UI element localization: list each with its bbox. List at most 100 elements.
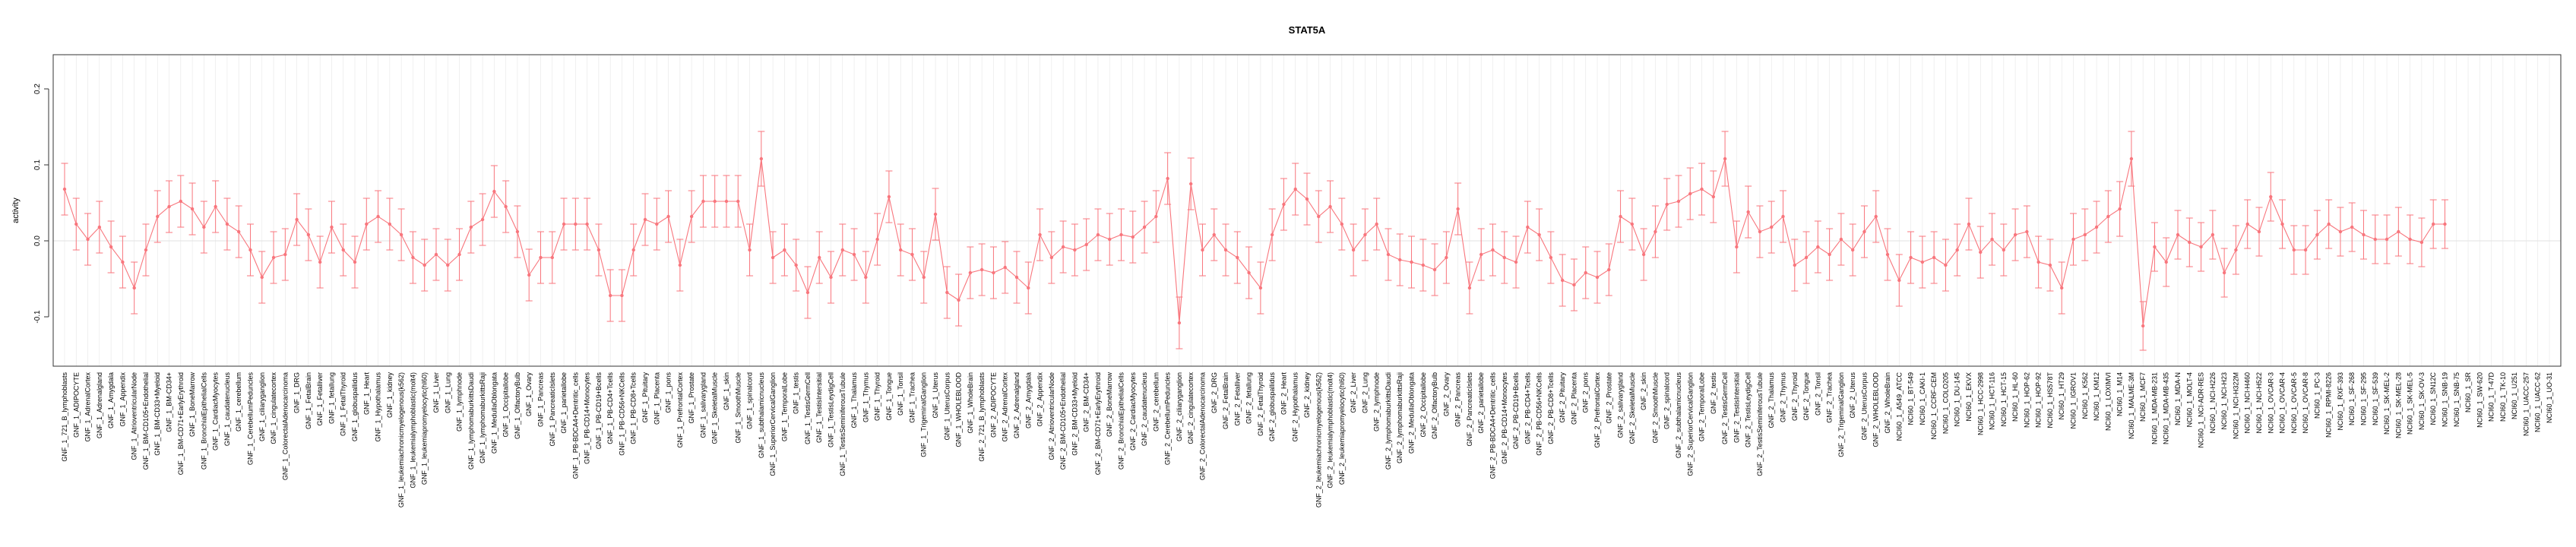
data-point bbox=[1363, 232, 1367, 237]
x-tick-label: GNF_1_Appendix bbox=[119, 372, 126, 427]
x-tick-label: GNF_1_PB-BDCA4+Dentritic_cells bbox=[571, 372, 579, 479]
data-point bbox=[271, 255, 276, 260]
x-tick-label: GNF_2_Occipitallobe bbox=[1419, 372, 1427, 438]
x-tick-label: GNF_1_BoneMarrow bbox=[188, 372, 196, 438]
x-tick-label: GNF_2_skin bbox=[1640, 372, 1647, 410]
data-point bbox=[608, 293, 612, 298]
data-point bbox=[2118, 207, 2122, 211]
data-point bbox=[2443, 222, 2447, 226]
x-tick-label: NCI60_1_SR bbox=[2464, 372, 2472, 413]
data-point bbox=[1909, 255, 1913, 260]
x-tick-label: NCI60_1_A549_ATCC bbox=[1895, 372, 1903, 441]
data-point bbox=[318, 260, 322, 264]
x-tick-label: GNF_2_OlfactoryBulb bbox=[1431, 372, 1438, 439]
data-point bbox=[376, 214, 380, 219]
x-tick-label: GNF_1_721_B_lymphoblasts bbox=[61, 372, 68, 462]
x-tick-label: GNF_1_skin bbox=[723, 372, 730, 410]
data-point bbox=[840, 248, 844, 252]
x-tick-label: GNF_1_pons bbox=[665, 372, 672, 413]
x-tick-label: GNF_1_ADIPOCYTE bbox=[72, 372, 80, 438]
data-point bbox=[2013, 232, 2017, 237]
x-tick-label: GNF_1_Adrenalgland bbox=[96, 372, 103, 438]
x-tick-label: NCI60_1_UACC-62 bbox=[2534, 372, 2542, 432]
y-tick-label: -0.1 bbox=[33, 310, 42, 324]
data-point bbox=[1990, 237, 1994, 242]
data-point bbox=[2210, 232, 2215, 237]
data-point bbox=[713, 199, 717, 204]
x-tick-label: GNF_2_ADIPOCYTE bbox=[989, 372, 997, 438]
x-tick-label: GNF_2_ColorectalAdenocarcinoma bbox=[1198, 372, 1206, 480]
x-tick-label: NCI60_1_HS578T bbox=[2046, 372, 2054, 428]
x-tick-label: GNF_1_FetalBrain bbox=[305, 372, 312, 429]
x-tick-label: GNF_2_Thalamus bbox=[1767, 372, 1775, 428]
x-tick-label: GNF_2_PB-CD56+NKCells bbox=[1536, 372, 1543, 456]
x-tick-label: NCI60_1_HCT-15 bbox=[2000, 372, 2008, 427]
x-tick-label: NCI60_1_TK-10 bbox=[2499, 372, 2507, 422]
x-tick-label: NCI60_1_HCT-116 bbox=[1989, 372, 1996, 430]
x-tick-label: GNF_2_Thymus bbox=[1779, 372, 1786, 423]
x-tick-label: GNF_1_subthalamicnucleus bbox=[758, 372, 765, 459]
data-point bbox=[666, 214, 670, 219]
data-point bbox=[2106, 214, 2110, 219]
data-point bbox=[1270, 232, 1274, 237]
x-tick-label: GNF_1_caudatenucleus bbox=[223, 372, 231, 447]
x-tick-label: NCI60_1_SF-295 bbox=[2360, 372, 2368, 425]
data-point bbox=[1572, 283, 1576, 287]
data-point bbox=[62, 187, 67, 191]
data-point bbox=[2315, 232, 2319, 237]
x-tick-label: GNF_2_BM-CD34+ bbox=[1083, 372, 1090, 432]
x-tick-label: NCI60_1_NCI-H226 bbox=[2209, 372, 2217, 434]
x-tick-label: GNF_2_leukemiapromyelocytic(hl60) bbox=[1338, 372, 1346, 485]
x-tick-label: GNF_2_BM-CD71+EarlyErythroid bbox=[1094, 372, 1102, 475]
data-point bbox=[1305, 197, 1309, 201]
x-tick-label: NCI60_1_MOLT-4 bbox=[2185, 372, 2193, 427]
data-point bbox=[979, 267, 984, 272]
x-tick-label: GNF_2_TrigeminalGanglion bbox=[1837, 372, 1845, 457]
data-point bbox=[411, 255, 415, 260]
x-tick-label: GNF_1_leukemiapromyelocytic(hl60) bbox=[421, 372, 429, 485]
data-point bbox=[446, 263, 450, 267]
x-axis: GNF_1_721_B_lymphoblasts GNF_1_ADIPOCYTE G… bbox=[61, 372, 2553, 508]
x-tick-label: NCI60_1_NCI-H23 bbox=[2220, 372, 2228, 430]
x-tick-label: GNF_2_pons bbox=[1582, 372, 1590, 413]
data-point bbox=[1874, 214, 1878, 219]
data-point bbox=[1119, 232, 1123, 237]
x-tick-label: NCI60_1_SK-OV-3 bbox=[2418, 372, 2426, 430]
data-point bbox=[945, 290, 949, 295]
x-tick-label: GNF_2_Pituitary bbox=[1559, 372, 1566, 423]
x-tick-label: GNF_1_PancreaticIslets bbox=[549, 372, 556, 447]
data-point bbox=[1386, 252, 1391, 257]
data-point bbox=[574, 222, 578, 226]
x-tick-label: GNF_2_PB-CD4+Tcells bbox=[1524, 372, 1531, 444]
x-tick-label: GNF_1_Trachea bbox=[908, 372, 916, 423]
x-tick-label: NCI60_1_OVCAR-4 bbox=[2279, 372, 2286, 434]
data-point bbox=[388, 222, 392, 226]
x-tick-label: GNF_1_TestisLeydigCell bbox=[828, 372, 835, 447]
x-tick-label: NCI60_1_DU-145 bbox=[1954, 372, 1961, 427]
x-tick-label: NCI60_1_KM12 bbox=[2093, 372, 2100, 421]
x-tick-label: GNF_2_Prostate bbox=[1605, 372, 1612, 424]
x-tick-label: NCI60_1_UACC-257 bbox=[2522, 372, 2530, 436]
x-tick-label: GNF_1_SuperiorCervicalGanglion bbox=[769, 372, 777, 476]
x-tick-label: GNF_2_caudatenucleus bbox=[1141, 372, 1148, 447]
x-tick-label: GNF_1_lymphnode bbox=[456, 372, 464, 432]
x-tick-label: GNF_1_Thymus bbox=[862, 372, 869, 423]
data-point bbox=[957, 298, 960, 302]
data-point bbox=[794, 263, 798, 267]
data-point bbox=[2234, 248, 2238, 252]
x-tick-label: GNF_2_Pancreas bbox=[1454, 372, 1462, 428]
x-tick-label: GNF_1_TemporalLobe bbox=[780, 372, 788, 441]
data-point bbox=[1003, 265, 1007, 270]
x-tick-label: GNF_2_TemporalLobe bbox=[1698, 372, 1706, 441]
x-tick-label: GNF_2_subthalamicnucleus bbox=[1675, 372, 1682, 459]
x-tick-label: GNF_2_WHOLEBLOOD bbox=[1872, 372, 1880, 447]
x-tick-label: GNF_1_PB-CD56+NKCells bbox=[618, 372, 625, 456]
x-tick-label: GNF_1_Lung bbox=[444, 372, 451, 413]
data-point bbox=[1351, 248, 1356, 252]
data-point bbox=[214, 204, 217, 209]
x-tick-label: GNF_1_Occipitallobe bbox=[502, 372, 510, 438]
data-point bbox=[1142, 225, 1147, 229]
data-point bbox=[457, 252, 461, 257]
data-point bbox=[330, 225, 334, 229]
x-tick-label: GNF_2_testis bbox=[1710, 372, 1717, 415]
